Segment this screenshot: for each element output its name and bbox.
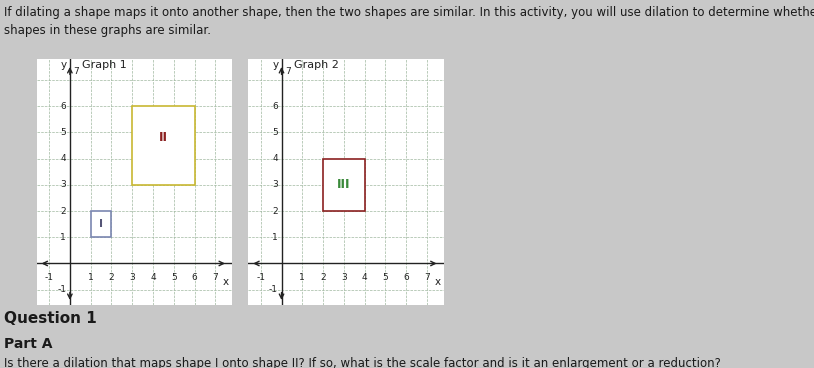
Text: -1: -1: [57, 285, 66, 294]
Text: x: x: [223, 277, 229, 287]
Text: 6: 6: [192, 273, 198, 282]
Text: III: III: [337, 178, 351, 191]
Text: 5: 5: [60, 128, 66, 137]
Text: 3: 3: [129, 273, 135, 282]
Text: 7: 7: [212, 273, 218, 282]
Text: 4: 4: [151, 273, 155, 282]
Text: 4: 4: [362, 273, 367, 282]
Text: y: y: [60, 60, 67, 70]
Text: Graph 1: Graph 1: [82, 60, 127, 70]
Text: -1: -1: [269, 285, 278, 294]
Text: 4: 4: [272, 154, 278, 163]
Text: shapes in these graphs are similar.: shapes in these graphs are similar.: [4, 24, 211, 37]
Text: 6: 6: [404, 273, 409, 282]
Text: 5: 5: [171, 273, 177, 282]
Text: x: x: [435, 277, 440, 287]
Text: If dilating a shape maps it onto another shape, then the two shapes are similar.: If dilating a shape maps it onto another…: [4, 6, 814, 18]
Bar: [132, 106, 195, 185]
Text: 7: 7: [424, 273, 430, 282]
Text: 2: 2: [108, 273, 114, 282]
Text: 2: 2: [272, 206, 278, 216]
Text: 7: 7: [285, 67, 291, 77]
Text: -1: -1: [45, 273, 54, 282]
Text: y: y: [272, 60, 278, 70]
Bar: [323, 159, 365, 211]
Text: 1: 1: [300, 273, 305, 282]
Text: 3: 3: [272, 180, 278, 189]
Text: 6: 6: [60, 102, 66, 111]
Text: -1: -1: [256, 273, 265, 282]
Text: 4: 4: [60, 154, 66, 163]
Bar: [90, 211, 112, 237]
Text: Part A: Part A: [4, 337, 53, 351]
Text: 2: 2: [320, 273, 326, 282]
Text: 1: 1: [88, 273, 94, 282]
Text: Question 1: Question 1: [4, 311, 97, 326]
Text: 7: 7: [73, 67, 80, 77]
Text: 5: 5: [383, 273, 388, 282]
Text: 3: 3: [60, 180, 66, 189]
Text: 5: 5: [272, 128, 278, 137]
Text: 2: 2: [60, 206, 66, 216]
Text: 6: 6: [272, 102, 278, 111]
Text: Graph 2: Graph 2: [294, 60, 339, 70]
Text: 1: 1: [60, 233, 66, 242]
Text: 1: 1: [272, 233, 278, 242]
Text: Is there a dilation that maps shape I onto shape II? If so, what is the scale fa: Is there a dilation that maps shape I on…: [4, 357, 721, 368]
Text: I: I: [99, 219, 103, 229]
Text: II: II: [159, 131, 168, 144]
Text: 3: 3: [341, 273, 347, 282]
